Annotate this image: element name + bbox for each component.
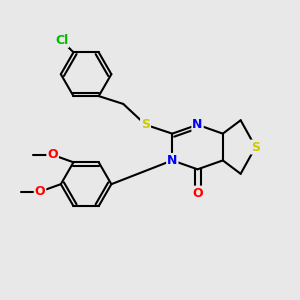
Text: O: O: [47, 148, 58, 161]
Text: Cl: Cl: [55, 34, 68, 47]
Text: S: S: [141, 118, 150, 131]
Text: O: O: [35, 185, 45, 198]
Text: S: S: [251, 140, 260, 154]
Text: N: N: [192, 118, 203, 131]
Text: N: N: [167, 154, 178, 167]
Text: O: O: [192, 187, 203, 200]
